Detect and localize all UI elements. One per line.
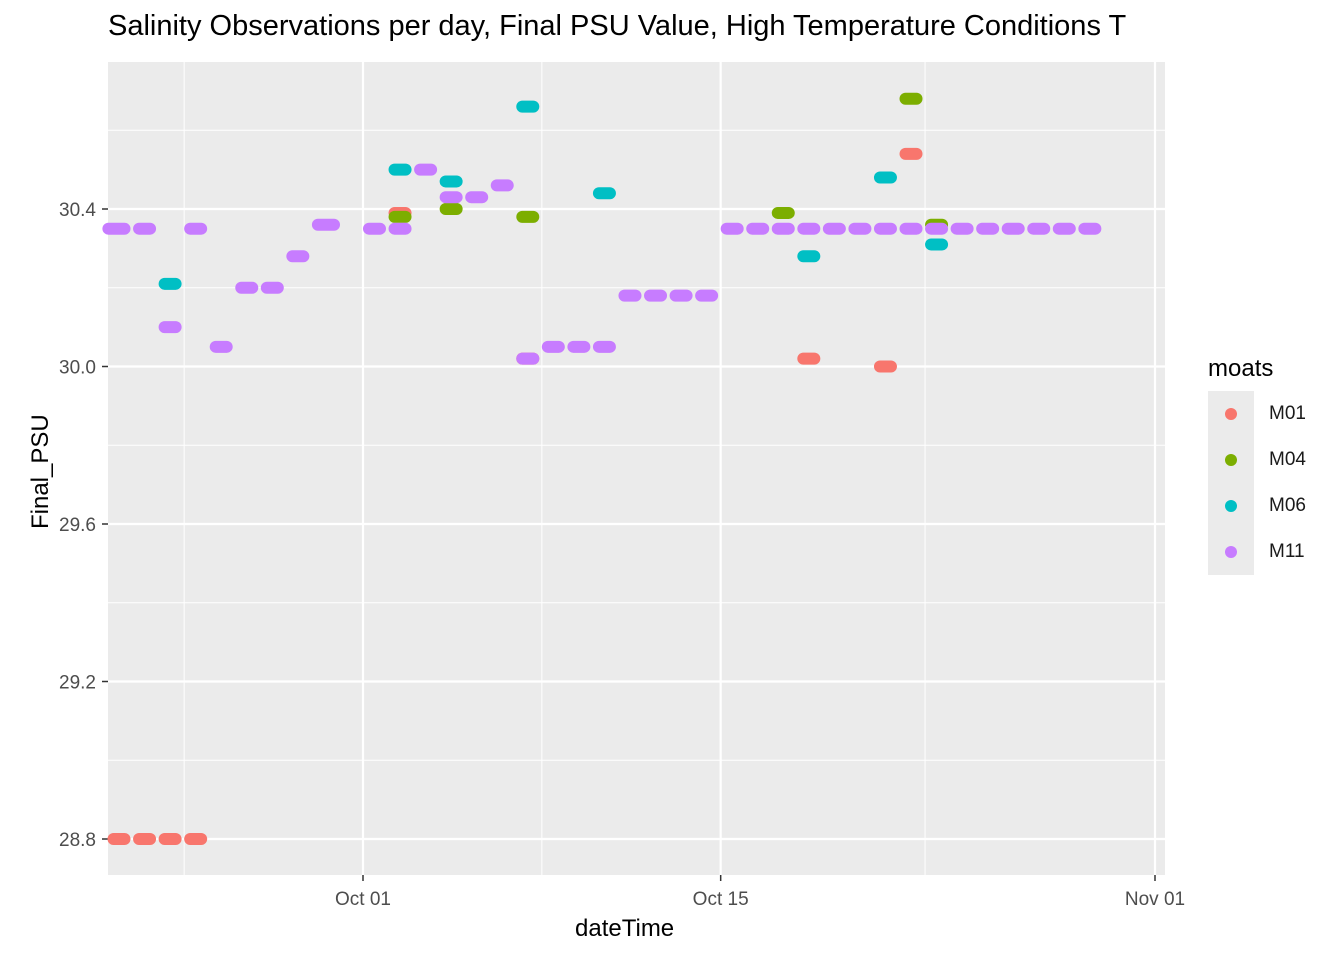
legend: moats M01 M04 M06 M11 bbox=[1208, 355, 1306, 575]
y-tick-label: 29.2 bbox=[59, 673, 96, 694]
legend-swatch bbox=[1208, 529, 1254, 575]
legend-item-m04: M04 bbox=[1208, 437, 1306, 483]
y-tick-label: 30.0 bbox=[59, 358, 96, 379]
x-axis-title: dateTime bbox=[575, 915, 675, 942]
legend-label: M11 bbox=[1269, 541, 1305, 562]
y-tick-label: 30.4 bbox=[59, 200, 96, 221]
legend-title: moats bbox=[1208, 355, 1274, 382]
legend-label: M01 bbox=[1269, 403, 1306, 424]
legend-swatch bbox=[1208, 391, 1254, 437]
legend-item-m01: M01 bbox=[1208, 391, 1306, 437]
y-tick-label: 29.6 bbox=[59, 515, 96, 536]
legend-swatch bbox=[1208, 437, 1254, 483]
legend-dot bbox=[1225, 500, 1237, 512]
legend-dot bbox=[1225, 408, 1237, 420]
x-tick-label: Oct 01 bbox=[335, 889, 391, 910]
legend-label: M06 bbox=[1269, 495, 1306, 516]
legend-dot bbox=[1225, 546, 1237, 558]
legend-item-m06: M06 bbox=[1208, 483, 1306, 529]
legend-dot bbox=[1225, 454, 1237, 466]
plot-panel bbox=[108, 62, 1165, 875]
y-tick-label: 28.8 bbox=[59, 830, 96, 851]
legend-label: M04 bbox=[1269, 449, 1306, 470]
chart-title: Salinity Observations per day, Final PSU… bbox=[108, 10, 1127, 42]
x-tick-label: Nov 01 bbox=[1125, 889, 1185, 910]
y-axis-title: Final_PSU bbox=[27, 414, 54, 529]
legend-item-m11: M11 bbox=[1208, 529, 1306, 575]
legend-keys: M01 M04 M06 M11 bbox=[1208, 391, 1306, 575]
legend-swatch bbox=[1208, 483, 1254, 529]
x-tick-label: Oct 15 bbox=[693, 889, 749, 910]
